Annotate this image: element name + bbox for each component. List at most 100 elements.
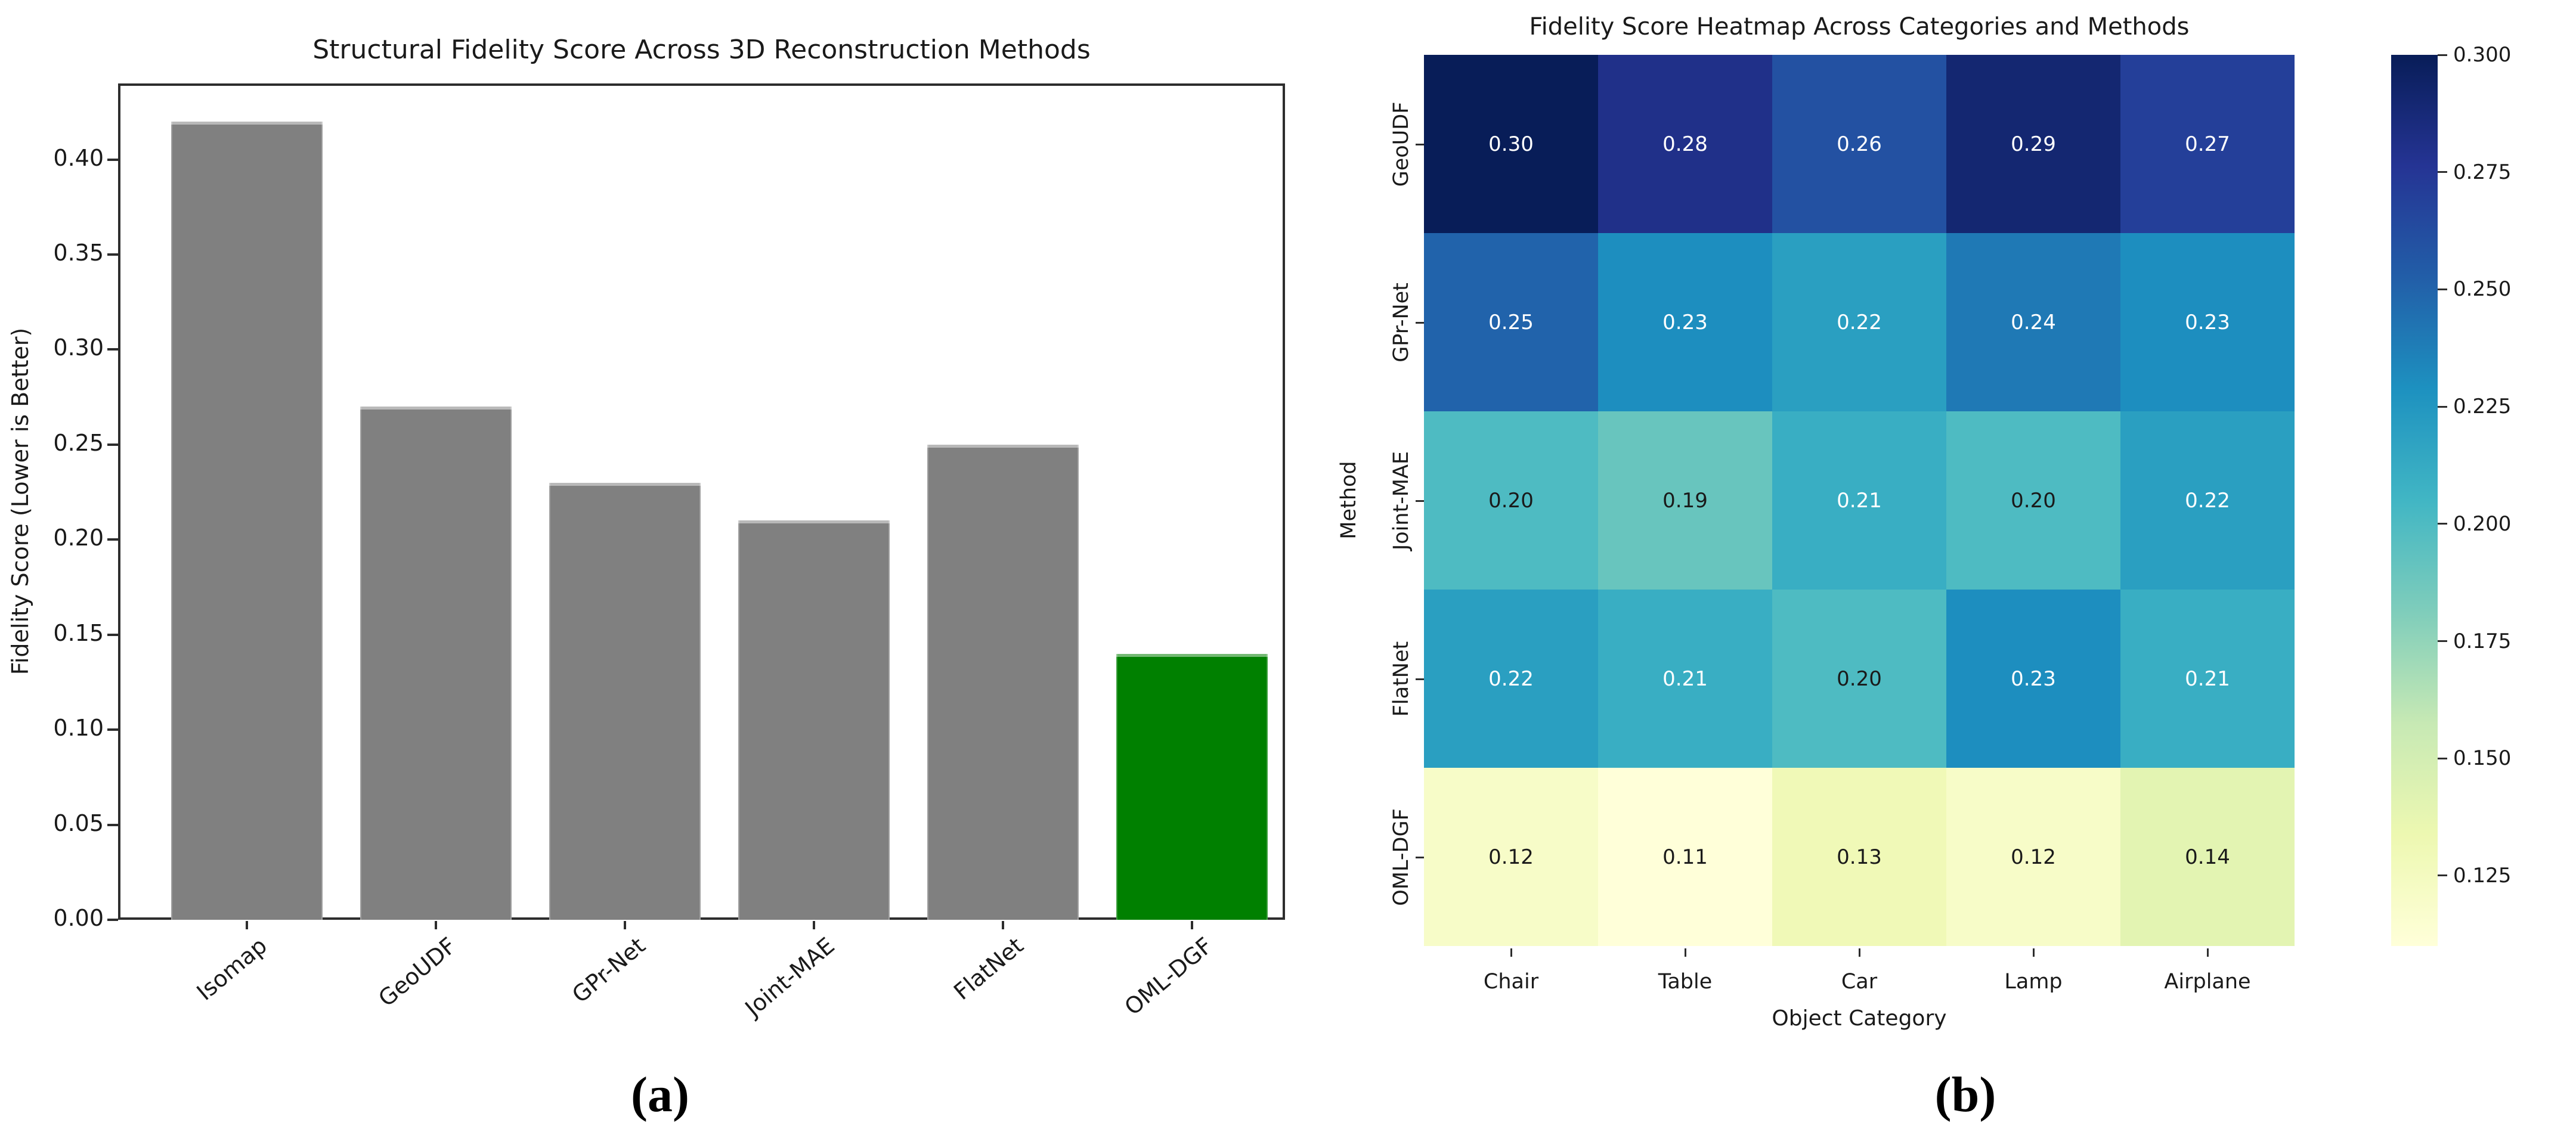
heatmap-cell-joint-mae-table: 0.19 [1598,411,1772,590]
colorbar-tick-label: 0.125 [2453,863,2512,888]
bar-chart-title: Structural Fidelity Score Across 3D Reco… [312,35,1091,65]
heatmap-cell-value: 0.20 [1488,488,1534,513]
y-tick-mark [107,633,118,636]
y-tick-mark [107,348,118,351]
heatmap-row-tick [1416,678,1424,680]
panel-a-letter: (a) [631,1067,689,1122]
y-tick-label: 0.20 [53,525,104,551]
heatmap-cell-flatnet-car: 0.20 [1772,590,1946,768]
colorbar-tick-label: 0.275 [2453,160,2512,184]
heatmap-cell-gpr-net-table: 0.23 [1598,233,1772,411]
heatmap-col-tick [1685,948,1686,957]
y-tick-label: 0.00 [53,905,104,931]
heatmap-cell-oml-dgf-chair: 0.12 [1424,768,1598,946]
x-tick-mark [435,921,437,929]
y-tick-mark [107,253,118,256]
heatmap-cell-value: 0.22 [1488,666,1534,691]
bar-joint-mae [738,520,890,920]
x-tick-mark [1191,921,1193,929]
heatmap-col-tick [2207,948,2209,957]
y-tick-mark [107,443,118,446]
heatmap-col-label-lamp: Lamp [2004,970,2063,994]
heatmap-cell-oml-dgf-car: 0.13 [1772,768,1946,946]
heatmap-cell-joint-mae-car: 0.21 [1772,411,1946,590]
y-tick-mark [107,823,118,826]
heatmap-cell-value: 0.26 [1837,132,1882,156]
y-tick-label: 0.30 [53,334,104,361]
heatmap-cell-value: 0.23 [1662,310,1708,334]
colorbar-tick-mark [2438,757,2447,759]
heatmap-cell-value: 0.12 [2011,845,2056,869]
y-tick-label: 0.15 [53,619,104,646]
heatmap-row-label-joint-mae: Joint-MAE [1389,451,1413,550]
heatmap-cell-value: 0.19 [1662,488,1708,513]
heatmap-cell-oml-dgf-lamp: 0.12 [1946,768,2120,946]
heatmap-cell-gpr-net-airplane: 0.23 [2120,233,2295,411]
heatmap-cell-geoudf-lamp: 0.29 [1946,55,2120,233]
heatmap-col-tick [2033,948,2035,957]
y-tick-label: 0.25 [53,429,104,456]
colorbar-tick-mark [2438,171,2447,173]
x-tick-mark [813,921,815,929]
y-tick-label: 0.05 [53,810,104,836]
heatmap-cell-value: 0.28 [1662,132,1708,156]
y-tick-label: 0.40 [53,144,104,171]
bar-chart-y-axis-label: Fidelity Score (Lower is Better) [7,327,33,675]
heatmap-row-label-flatnet: FlatNet [1389,641,1413,717]
heatmap-cell-value: 0.25 [1488,310,1534,334]
heatmap-row-tick [1416,856,1424,858]
y-tick-label: 0.10 [53,715,104,742]
bar-oml-dgf [1116,653,1268,920]
heatmap-cell-value: 0.21 [2185,666,2230,691]
heatmap-cell-gpr-net-chair: 0.25 [1424,233,1598,411]
heatmap-row-label-geoudf: GeoUDF [1389,101,1413,187]
colorbar-tick-label: 0.150 [2453,746,2512,771]
x-tick-mark [1002,921,1004,929]
heatmap-col-tick [1510,948,1512,957]
heatmap-x-axis-label: Object Category [1772,1006,1947,1031]
y-tick-label: 0.35 [53,239,104,266]
y-tick-mark [107,919,118,921]
heatmap-cell-joint-mae-lamp: 0.20 [1946,411,2120,590]
y-tick-mark [107,728,118,731]
bar-isomap [171,121,323,920]
bar-geoudf [360,407,512,920]
heatmap-row-tick [1416,143,1424,145]
y-tick-mark [107,538,118,541]
heatmap-cell-oml-dgf-table: 0.11 [1598,768,1772,946]
heatmap-cell-geoudf-car: 0.26 [1772,55,1946,233]
heatmap-cell-value: 0.30 [1488,132,1534,156]
heatmap-cell-value: 0.24 [2011,310,2056,334]
colorbar [2391,55,2438,946]
heatmap-col-label-airplane: Airplane [2164,970,2251,994]
heatmap-cell-value: 0.22 [2185,488,2230,513]
heatmap-title: Fidelity Score Heatmap Across Categories… [1529,13,2190,41]
heatmap-cell-value: 0.21 [1837,488,1882,513]
y-tick-mark [107,158,118,161]
colorbar-tick-mark [2438,874,2447,877]
heatmap-cell-value: 0.21 [1662,666,1708,691]
x-tick-mark [624,921,626,929]
colorbar-tick-mark [2438,288,2447,290]
heatmap-cell-value: 0.20 [1837,666,1882,691]
colorbar-tick-mark [2438,640,2447,643]
colorbar-tick-label: 0.175 [2453,629,2512,653]
heatmap-cell-value: 0.23 [2011,666,2056,691]
bar-gpr-net [549,482,701,920]
heatmap-row-tick [1416,500,1424,502]
heatmap-cell-value: 0.23 [2185,310,2230,334]
heatmap-cell-geoudf-table: 0.28 [1598,55,1772,233]
panel-b-letter: (b) [1934,1067,1996,1122]
heatmap-cell-joint-mae-airplane: 0.22 [2120,411,2295,590]
heatmap-cell-gpr-net-car: 0.22 [1772,233,1946,411]
heatmap-cell-geoudf-chair: 0.30 [1424,55,1598,233]
colorbar-tick-mark [2438,405,2447,408]
heatmap-cell-gpr-net-lamp: 0.24 [1946,233,2120,411]
bar-flatnet [927,444,1079,920]
heatmap-cell-value: 0.29 [2011,132,2056,156]
heatmap-row-label-oml-dgf: OML-DGF [1389,808,1413,906]
colorbar-tick-label: 0.225 [2453,395,2512,419]
heatmap-cell-geoudf-airplane: 0.27 [2120,55,2295,233]
colorbar-tick-label: 0.200 [2453,511,2512,536]
